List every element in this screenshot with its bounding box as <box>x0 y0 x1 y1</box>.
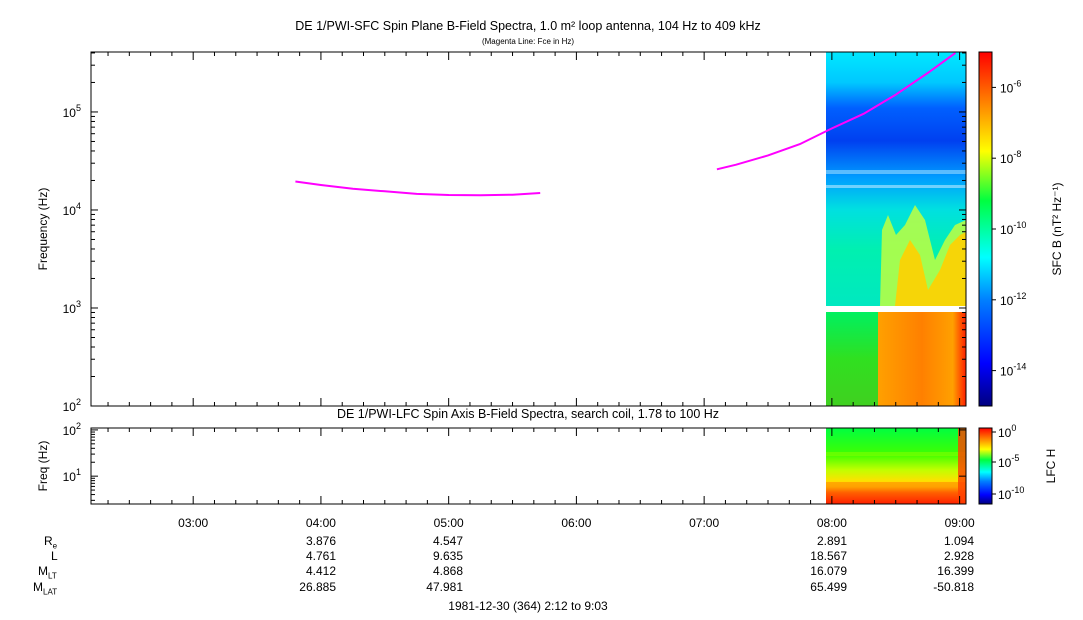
ephemeris-label-mlat: MLAT <box>33 580 58 597</box>
time-tick-label: 07:00 <box>689 516 719 530</box>
ephemeris-value: 4.868 <box>432 564 463 578</box>
bottom-spectrogram-band <box>826 452 966 456</box>
fce-series-line-segment-1 <box>295 180 541 197</box>
y-tick-label: 105 <box>63 103 81 120</box>
time-axis: 03:00 04:00 05:00 06:00 07:00 08:00 09:00 <box>107 52 975 530</box>
top-panel-ylabel: Frequency (Hz) <box>36 188 50 271</box>
ephemeris-value: 16.079 <box>810 564 847 578</box>
bottom-panel-y-axis: 101 102 <box>63 421 966 501</box>
colorbar-tick-label: 10-10 <box>1000 220 1026 237</box>
y-tick-label: 103 <box>63 299 81 316</box>
ephemeris-value: -50.818 <box>933 580 974 594</box>
time-tick-label: 09:00 <box>945 516 975 530</box>
time-tick-label: 03:00 <box>178 516 208 530</box>
colorbar-tick-label: 10-8 <box>1000 149 1021 166</box>
top-spectrogram-data <box>826 52 966 406</box>
top-panel-title: DE 1/PWI-SFC Spin Plane B-Field Spectra,… <box>295 19 761 33</box>
colorbar-tick-label: 10-10 <box>998 485 1024 502</box>
ephemeris-value: 16.399 <box>937 564 974 578</box>
time-tick-label: 06:00 <box>561 516 591 530</box>
ephemeris-value: 3.876 <box>305 534 336 548</box>
time-range-caption: 1981-12-30 (364) 2:12 to 9:03 <box>448 599 608 613</box>
top-spectrogram-band <box>826 185 966 188</box>
time-tick-label: 05:00 <box>434 516 464 530</box>
bottom-spectrogram-data <box>826 428 966 504</box>
time-tick-label: 04:00 <box>306 516 336 530</box>
bottom-panel-title: DE 1/PWI-LFC Spin Axis B-Field Spectra, … <box>337 407 719 421</box>
y-tick-label: 102 <box>63 421 81 438</box>
top-panel-y-axis: 102 103 104 105 <box>63 52 966 414</box>
y-tick-label: 102 <box>63 397 81 414</box>
top-panel-subtitle: (Magenta Line: Fce in Hz) <box>482 37 574 46</box>
ephemeris-value: 9.635 <box>432 549 463 563</box>
top-spectrogram-gap <box>826 306 966 312</box>
top-colorbar-label: SFC B (nT² Hz⁻¹) <box>1050 183 1064 276</box>
ephemeris-value: 18.567 <box>810 549 847 563</box>
colorbar-tick-label: 10-14 <box>1000 362 1026 379</box>
ephemeris-label-mlt: MLT <box>38 564 57 581</box>
bottom-panel-frame <box>90 427 967 505</box>
ephemeris-value: 47.981 <box>426 580 463 594</box>
top-colorbar-ticks: 10-6 10-8 10-10 10-12 10-14 <box>992 78 1026 379</box>
bottom-spectrogram-edge <box>958 428 966 504</box>
ephemeris-value: 65.499 <box>810 580 847 594</box>
bottom-colorbar <box>978 427 993 505</box>
bottom-colorbar-ticks: 100 10-5 10-10 <box>992 423 1024 502</box>
time-tick-label: 08:00 <box>817 516 847 530</box>
ephemeris-label-re: Re <box>44 534 58 551</box>
ephemeris-value: 4.412 <box>305 564 336 578</box>
ephemeris-value: 2.928 <box>943 549 974 563</box>
colorbar-tick-label: 10-12 <box>1000 291 1026 308</box>
ephemeris-value: 4.547 <box>432 534 463 548</box>
top-colorbar <box>978 51 993 407</box>
fce-series-line-segment-2 <box>716 52 956 171</box>
colorbar-tick-label: 100 <box>998 423 1016 440</box>
top-spectrogram-band <box>826 170 966 174</box>
bottom-colorbar-label: LFC H <box>1044 449 1058 484</box>
y-tick-label: 104 <box>63 201 81 218</box>
bottom-spectrogram-fill <box>826 428 966 504</box>
colorbar-tick-label: 10-5 <box>998 453 1019 470</box>
y-tick-label: 101 <box>63 467 81 484</box>
top-panel-frame <box>90 51 967 407</box>
ephemeris-value: 2.891 <box>816 534 847 548</box>
bottom-panel-ylabel: Freq (Hz) <box>36 441 50 492</box>
colorbar-tick-label: 10-6 <box>1000 78 1021 95</box>
ephemeris-label-l: L <box>51 549 58 563</box>
ephemeris-value: 26.885 <box>299 580 336 594</box>
ephemeris-value: 4.761 <box>305 549 336 563</box>
top-spectrogram-emission <box>895 232 966 306</box>
bottom-spectrogram-band <box>826 482 966 487</box>
ephemeris-value: 1.094 <box>943 534 974 548</box>
top-spectrogram-lowband-hot <box>878 312 966 406</box>
